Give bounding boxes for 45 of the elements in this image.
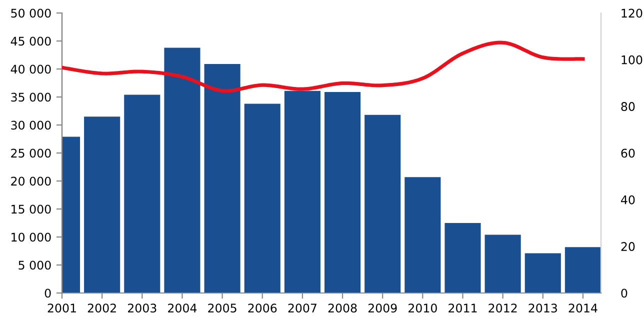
y-tick-label: 30 000 xyxy=(11,120,51,130)
bar xyxy=(124,94,160,293)
x-tick-label: 2003 xyxy=(128,304,156,313)
bar xyxy=(524,253,561,293)
y-tick-label: 5 000 xyxy=(18,260,51,270)
y2-tick-label: 80 xyxy=(621,102,635,111)
y2-tick-label: 20 xyxy=(621,242,635,251)
x-tick-label: 2011 xyxy=(448,304,477,313)
bar xyxy=(164,48,200,293)
bar xyxy=(204,64,240,293)
y2-tick-label: 100 xyxy=(622,55,642,64)
x-tick-label: 2005 xyxy=(208,304,236,313)
y-tick-label: 20 000 xyxy=(11,176,51,186)
y-tick-label: 0 xyxy=(44,288,51,298)
x-tick-label: 2010 xyxy=(408,304,437,313)
bar xyxy=(324,92,361,293)
y-tick-label: 40 000 xyxy=(10,64,51,74)
y-tick-label: 50 000 xyxy=(11,8,51,18)
y-tick-label: 10 000 xyxy=(12,232,51,242)
x-tick-label: 2009 xyxy=(368,304,397,313)
y2-tick-label: 120 xyxy=(622,8,642,18)
x-tick-label: 2007 xyxy=(288,304,316,313)
x-tick-label: 2002 xyxy=(88,304,116,313)
bar xyxy=(364,114,401,293)
x-tick-label: 2004 xyxy=(168,304,197,313)
y2-tick-label: 40 xyxy=(621,195,635,204)
x-tick-label: 2006 xyxy=(248,304,277,313)
x-tick-label: 2014 xyxy=(568,304,598,313)
y-tick-label: 45 000 xyxy=(10,36,51,46)
x-tick-label: 2008 xyxy=(328,304,357,313)
x-tick-label: 2001 xyxy=(48,304,76,313)
x-tick-label: 2012 xyxy=(488,304,517,313)
bar xyxy=(484,234,521,293)
bar xyxy=(284,90,320,293)
y2-tick-label: 0 xyxy=(621,288,628,298)
bar xyxy=(404,177,441,293)
bar xyxy=(84,116,120,293)
y-tick-label: 25 000 xyxy=(11,148,51,158)
y2-tick-label: 60 xyxy=(621,148,635,158)
bar xyxy=(444,223,481,293)
bar xyxy=(564,247,601,293)
bar xyxy=(244,104,280,293)
x-tick-label: 2013 xyxy=(528,304,557,313)
y-tick-label: 15 000 xyxy=(12,204,51,214)
y-tick-label: 35 000 xyxy=(11,92,51,102)
